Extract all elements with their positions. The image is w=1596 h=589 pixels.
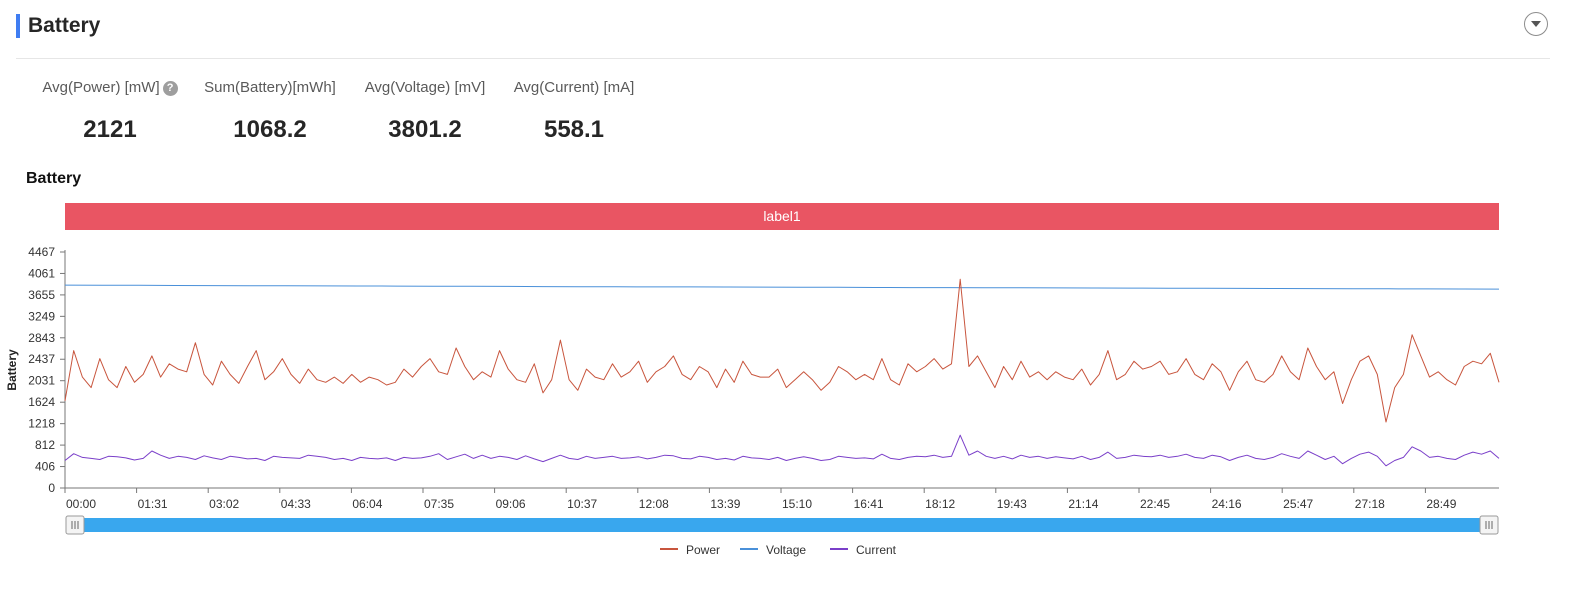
- x-tick-label: 24:16: [1212, 497, 1242, 511]
- battery-chart: label1 0 406 812 1218 1624 2031 2437 2843 3249 365…: [5, 203, 1500, 557]
- stat-label: Sum(Battery)[mWh]: [204, 79, 336, 96]
- x-tick-label: 15:10: [782, 497, 812, 511]
- x-tick-label: 01:31: [138, 497, 168, 511]
- stat-value: 2121: [83, 116, 137, 143]
- x-tick-label: 21:14: [1068, 497, 1098, 511]
- y-tick-label: 4467: [28, 245, 55, 259]
- stat-sum-battery: Sum(Battery)[mWh] 1068.2: [200, 78, 340, 144]
- stat-label: Avg(Power) [mW]: [42, 79, 160, 96]
- x-tick-label: 19:43: [997, 497, 1027, 511]
- x-tick-label: 18:12: [925, 497, 955, 511]
- x-tick-label: 04:33: [281, 497, 311, 511]
- x-tick-label: 13:39: [710, 497, 740, 511]
- x-tick-label: 09:06: [496, 497, 526, 511]
- x-tick-label: 07:35: [424, 497, 454, 511]
- stat-label: Avg(Voltage) [mV]: [364, 79, 486, 96]
- collapse-button[interactable]: [1524, 12, 1548, 36]
- y-tick-label: 1624: [28, 395, 55, 409]
- help-icon[interactable]: ?: [162, 81, 178, 96]
- series-line-voltage: [64, 284, 1500, 290]
- y-tick-label: 3655: [28, 288, 55, 302]
- x-tick-label: 00:00: [66, 497, 96, 511]
- stat-avg-voltage: Avg(Voltage) [mV] 3801.2: [355, 78, 495, 144]
- y-axis-label: Battery: [5, 349, 19, 391]
- y-tick-label: 4061: [28, 266, 55, 280]
- zoom-slider-range[interactable]: [75, 518, 1489, 532]
- chevron-down-icon: [1531, 21, 1541, 27]
- x-tick-label: 12:08: [639, 497, 669, 511]
- legend-label-voltage[interactable]: Voltage: [766, 543, 806, 557]
- series-line-current: [64, 434, 1500, 467]
- x-tick-label: 16:41: [854, 497, 884, 511]
- x-tick-label: 22:45: [1140, 497, 1170, 511]
- label-band-text: label1: [763, 208, 801, 224]
- legend-label-power[interactable]: Power: [686, 543, 720, 557]
- stat-label: Avg(Current) [mA]: [513, 79, 635, 96]
- legend-label-current[interactable]: Current: [856, 543, 897, 557]
- chart-section-title: Battery: [26, 170, 82, 187]
- stat-value: 558.1: [543, 116, 605, 143]
- x-tick-label: 03:02: [209, 497, 239, 511]
- x-tick-label: 10:37: [567, 497, 597, 511]
- stat-avg-power: Avg(Power) [mW]? 2121: [40, 78, 180, 144]
- y-tick-label: 2437: [28, 352, 55, 366]
- x-tick-label: 27:18: [1355, 497, 1385, 511]
- x-tick-label: 28:49: [1426, 497, 1456, 511]
- panel-header: Battery: [16, 12, 1550, 59]
- y-tick-label: 3249: [28, 309, 55, 323]
- label-band: [65, 203, 1499, 230]
- x-tick-label: 06:04: [352, 497, 382, 511]
- y-tick-label: 1218: [28, 417, 55, 431]
- header-accent-bar: [16, 14, 20, 38]
- y-tick-label: 812: [35, 438, 55, 452]
- y-tick-label: 0: [48, 481, 55, 495]
- y-tick-label: 2031: [28, 374, 55, 388]
- y-tick-label: 2843: [28, 331, 55, 345]
- y-tick-label: 406: [35, 460, 55, 474]
- stat-value: 1068.2: [233, 116, 307, 143]
- panel-title: Battery: [28, 14, 101, 37]
- x-tick-label: 25:47: [1283, 497, 1313, 511]
- series-line-power: [64, 278, 1500, 423]
- stat-avg-current: Avg(Current) [mA] 558.1: [504, 78, 644, 144]
- stat-value: 3801.2: [388, 116, 462, 143]
